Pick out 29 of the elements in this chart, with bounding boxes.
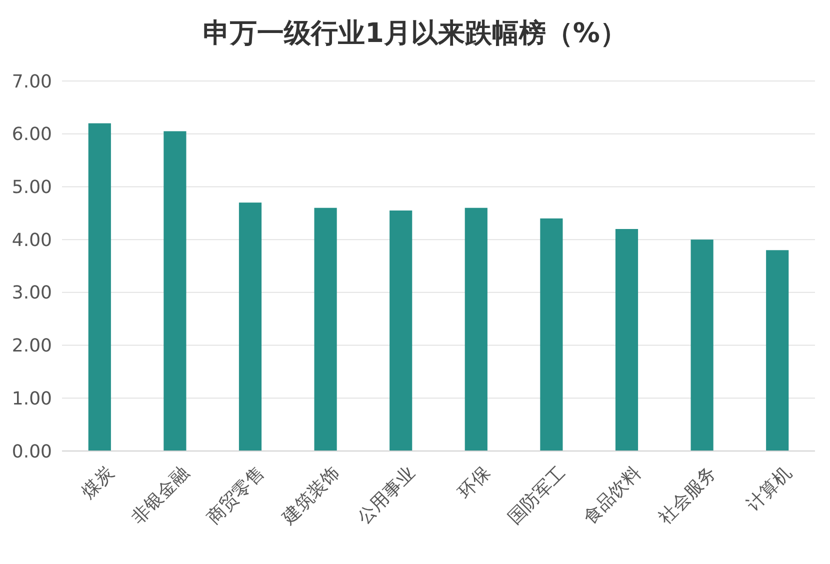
x-tick-label: 非银金融	[128, 462, 194, 528]
bar	[615, 229, 638, 451]
x-tick-label: 建筑装饰	[278, 462, 344, 530]
y-tick-label: 0.00	[12, 441, 52, 462]
bar	[464, 208, 488, 451]
y-tick-label: 1.00	[12, 388, 52, 410]
y-tick-label: 7.00	[12, 71, 52, 92]
bar	[766, 250, 789, 451]
bar	[88, 123, 111, 451]
x-tick-label: 商贸零售	[202, 462, 269, 528]
bar	[164, 131, 186, 451]
y-tick-label: 5.00	[12, 177, 52, 198]
y-tick-label: 4.00	[12, 230, 52, 251]
bar	[314, 208, 337, 451]
bar	[390, 210, 412, 451]
chart-title: 申万一级行业1月以来跌幅榜（%）	[203, 18, 627, 49]
x-tick-label: 公用事业	[354, 462, 420, 528]
y-tick-label: 6.00	[12, 124, 52, 146]
x-tick-label: 环保	[454, 462, 495, 503]
bar	[540, 218, 563, 451]
bar	[238, 202, 262, 451]
bar	[690, 240, 714, 451]
x-tick-label: 煤炭	[78, 462, 118, 503]
y-tick-label: 2.00	[12, 336, 52, 357]
x-tick-label: 社会服务	[654, 462, 720, 528]
y-tick-label: 3.00	[12, 282, 52, 304]
x-tick-label: 计算机	[742, 462, 796, 516]
x-tick-label: 国防军工	[504, 462, 570, 528]
x-tick-label: 食品饮料	[579, 462, 646, 528]
